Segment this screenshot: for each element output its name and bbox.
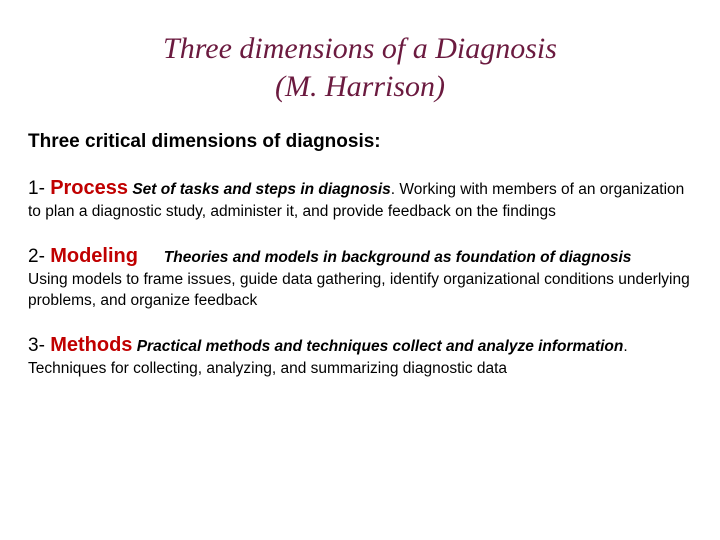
item-keyword: Process (50, 177, 128, 199)
item-body: Using models to frame issues, guide data… (28, 271, 690, 309)
item-definition: Practical methods and techniques collect… (137, 338, 624, 355)
dimension-item-1: 1- Process Set of tasks and steps in dia… (28, 175, 692, 223)
item-after-def: . (623, 338, 627, 355)
subtitle: Three critical dimensions of diagnosis: (28, 131, 692, 153)
item-gap (138, 249, 164, 266)
title-line-1: Three dimensions of a Diagnosis (28, 30, 692, 68)
dimension-item-2: 2- Modeling Theories and models in backg… (28, 243, 692, 312)
title-line-2: (M. Harrison) (28, 68, 692, 106)
item-keyword: Methods (50, 334, 132, 356)
item-definition: Theories and models in background as fou… (164, 249, 632, 266)
item-body: Techniques for collecting, analyzing, an… (28, 360, 507, 377)
item-number: 3- (28, 335, 50, 356)
item-keyword: Modeling (50, 245, 138, 267)
dimension-item-3: 3- Methods Practical methods and techniq… (28, 332, 692, 380)
item-number: 1- (28, 178, 50, 199)
slide-title: Three dimensions of a Diagnosis (M. Harr… (28, 30, 692, 105)
item-number: 2- (28, 246, 50, 267)
item-definition: Set of tasks and steps in diagnosis (132, 181, 390, 198)
slide: Three dimensions of a Diagnosis (M. Harr… (0, 0, 720, 420)
